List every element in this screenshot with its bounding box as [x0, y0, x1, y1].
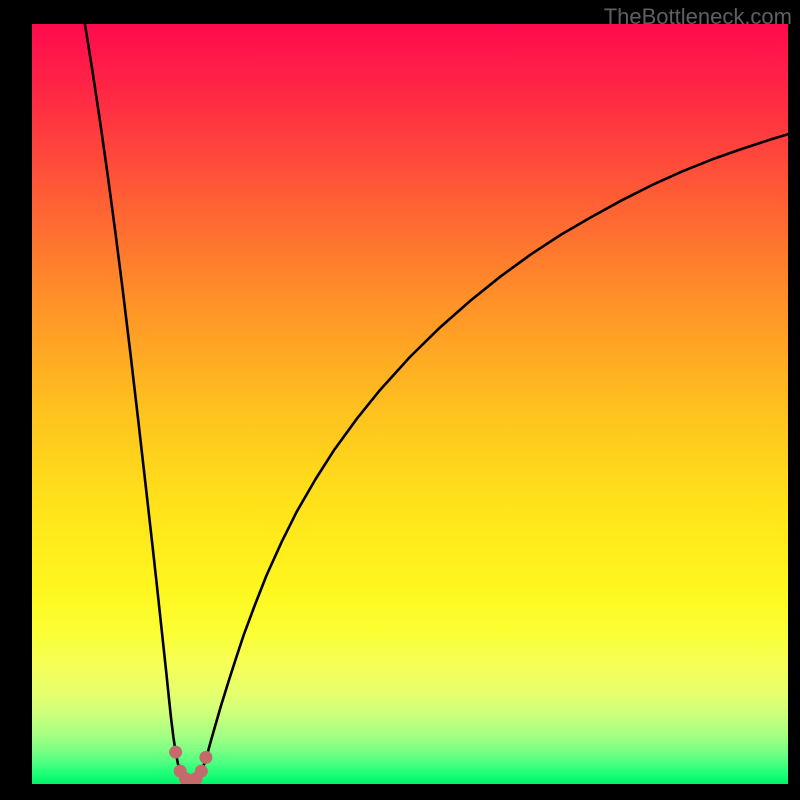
figure-root: TheBottleneck.com: [0, 0, 800, 800]
heat-gradient-background: [32, 24, 788, 784]
watermark-text: TheBottleneck.com: [604, 4, 792, 30]
plot-area: [32, 24, 788, 784]
